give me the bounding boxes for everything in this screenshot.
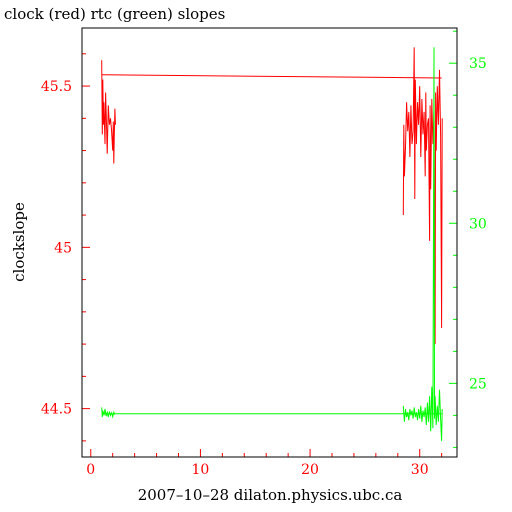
plot-frame	[81, 27, 458, 458]
y-tick-label: 45	[54, 240, 72, 256]
clock-series-line	[101, 60, 116, 164]
rtc-series-line	[402, 47, 443, 442]
y2-tick-label: 30	[469, 216, 487, 232]
y2-tick-label: 35	[469, 56, 487, 72]
y2-tick-label: 25	[469, 376, 487, 392]
rtc-series-line	[101, 407, 116, 419]
clock-series-line	[402, 47, 443, 345]
x-tick-label: 0	[86, 462, 95, 478]
y-tick-label: 44.5	[41, 402, 72, 418]
x-tick-label: 20	[301, 462, 319, 478]
clock-flat-line	[101, 74, 442, 79]
x-tick-label: 30	[411, 462, 429, 478]
x-tick-label: 10	[192, 462, 210, 478]
x-axis-label: 2007–10–28 dilaton.physics.ubc.ca	[138, 486, 403, 504]
y-axis-label: clockslope	[10, 202, 28, 282]
y-tick-label: 45.5	[41, 79, 72, 95]
chart-title: clock (red) rtc (green) slopes	[4, 5, 225, 23]
